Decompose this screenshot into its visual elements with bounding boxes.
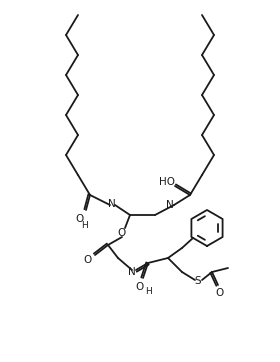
Text: H: H bbox=[82, 222, 88, 231]
Text: N: N bbox=[128, 267, 136, 277]
Text: S: S bbox=[195, 276, 201, 286]
Text: H: H bbox=[145, 287, 151, 296]
Text: O: O bbox=[136, 282, 144, 292]
Text: HO: HO bbox=[159, 177, 175, 187]
Text: O: O bbox=[84, 255, 92, 265]
Text: O: O bbox=[118, 228, 126, 238]
Text: N: N bbox=[108, 199, 116, 209]
Text: O: O bbox=[76, 214, 84, 224]
Text: N: N bbox=[166, 200, 174, 210]
Text: O: O bbox=[216, 288, 224, 298]
